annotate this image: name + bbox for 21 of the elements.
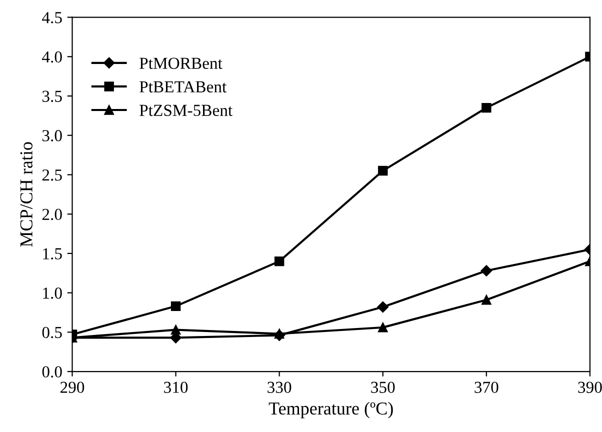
x-tick-label: 390 (578, 382, 602, 393)
x-tick-label: 290 (60, 382, 84, 393)
x-tick-label: 330 (268, 382, 292, 393)
y-tick-label: 2.0 (42, 208, 62, 220)
y-tick-label: 0.0 (42, 366, 62, 378)
x-axis-title: Temperature (ºC) (268, 402, 393, 418)
y-tick-label: 4.0 (42, 51, 62, 63)
y-tick-label: 4.5 (42, 12, 62, 24)
y-tick-label: 2.5 (42, 169, 62, 181)
y-tick-label: 3.5 (42, 90, 62, 102)
y-tick-label: 0.5 (42, 326, 62, 338)
legend-label: PtZSM-5Bent (140, 104, 233, 116)
x-tick-label: 310 (164, 382, 188, 393)
y-axis-title: MCP/CH ratio (20, 142, 32, 247)
y-tick-label: 1.5 (43, 248, 62, 260)
y-tick-label: 3.0 (42, 130, 62, 142)
legend-label: PtMORBent (140, 58, 222, 69)
y-tick-label: 1.0 (43, 288, 62, 299)
x-tick-label: 350 (371, 382, 395, 393)
x-tick-label: 370 (474, 382, 498, 393)
legend-label: PtBETABent (140, 81, 227, 92)
